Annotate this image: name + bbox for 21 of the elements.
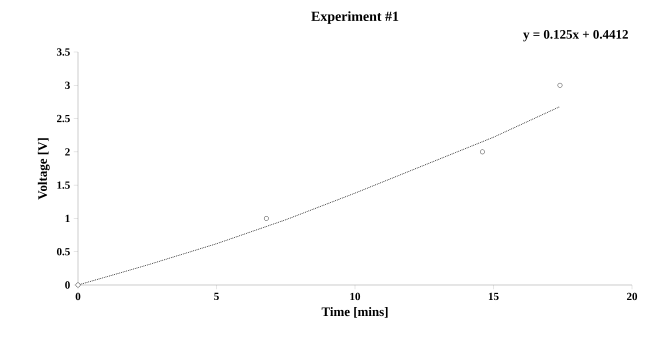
chart-title: Experiment #1	[311, 11, 398, 24]
text: y = 0.125x + 0.4412	[523, 30, 628, 42]
point	[558, 82, 562, 88]
y-tick-label: 3.5	[56, 48, 70, 56]
x-tick-label: 10	[350, 292, 360, 300]
y-tick-label: 0.5	[56, 248, 70, 256]
point	[264, 216, 269, 221]
y-tick-label: 3	[65, 82, 70, 89]
point	[480, 149, 485, 154]
x-tick-label: 15	[488, 292, 499, 300]
y-tick-label: 0	[65, 281, 70, 289]
y-tick-label: 1	[66, 214, 70, 222]
x-tick-label: 20	[626, 292, 638, 300]
point	[76, 282, 80, 288]
y-tick-label: 2	[65, 148, 70, 156]
y-tick-label: 1.5	[57, 181, 70, 189]
x-tick-label: 5	[214, 292, 219, 300]
y-tick-label: 2.5	[56, 114, 70, 122]
x-tick-label: 0	[76, 292, 80, 300]
x-axis-title: Time [mins]	[322, 307, 388, 318]
y-axis-title: Voltage [V]	[38, 138, 50, 200]
